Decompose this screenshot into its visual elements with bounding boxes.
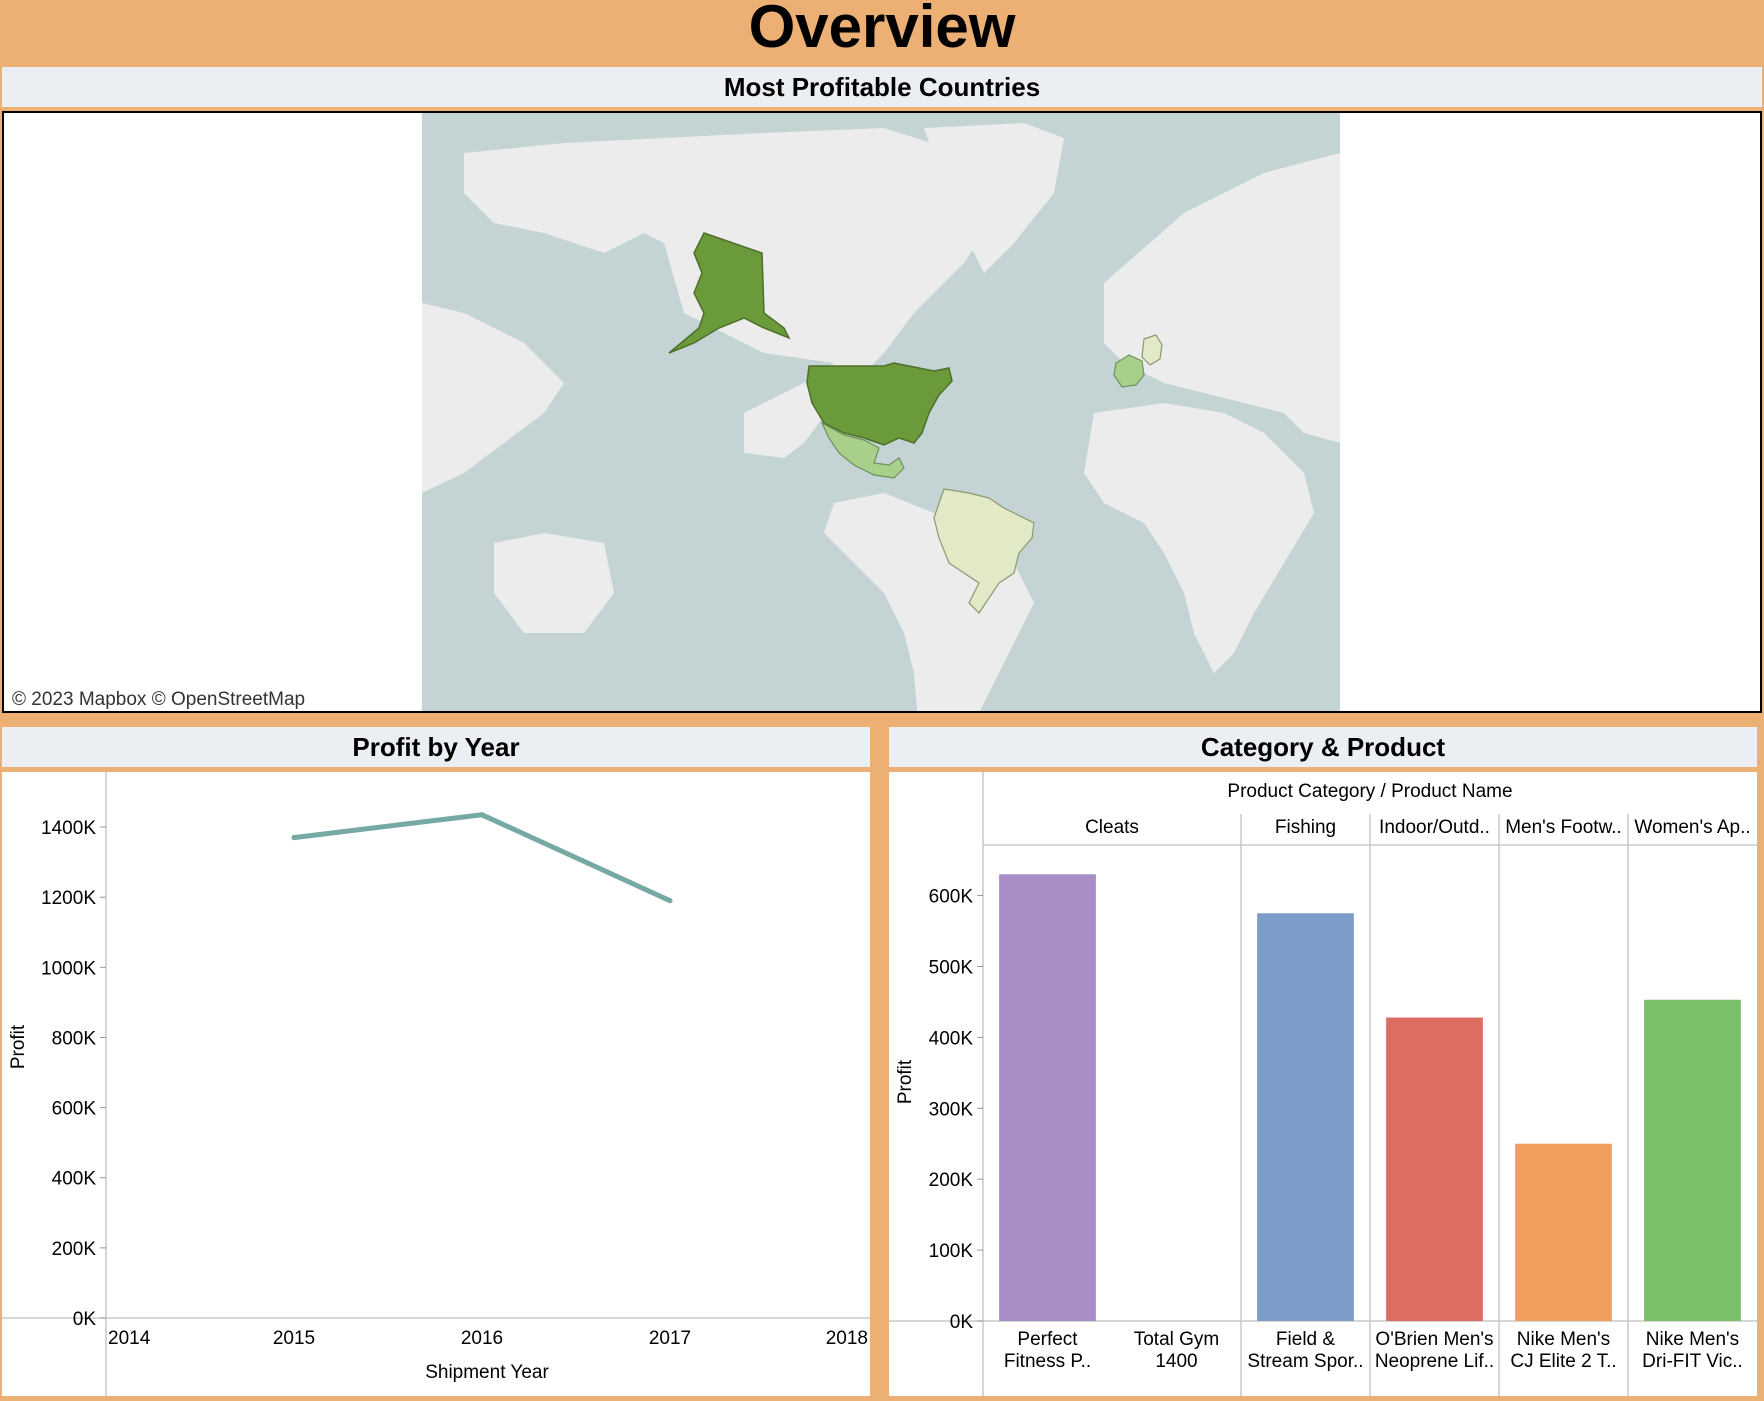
chart-header: Product Category / Product Name xyxy=(1227,781,1512,802)
profit-panel-header: Profit by Year xyxy=(2,727,870,767)
category-header-1: Fishing xyxy=(1275,817,1336,838)
product-label: 1400 xyxy=(1155,1351,1197,1372)
product-label: Field & xyxy=(1276,1329,1335,1350)
bar-0-0 xyxy=(999,874,1096,1321)
profit-panel[interactable]: 0K 200K 400K 600K 800K 1000K 1200K 1400K 2014 201… xyxy=(2,772,870,1396)
y-axis-title: Profit xyxy=(8,1024,29,1069)
country-germany[interactable] xyxy=(1141,334,1163,366)
country-france[interactable] xyxy=(1113,354,1145,388)
product-label: Fitness P.. xyxy=(1004,1351,1091,1372)
x-axis-title: Shipment Year xyxy=(425,1362,549,1383)
bar-4-0 xyxy=(1644,999,1741,1321)
data-point-2017 xyxy=(667,898,673,904)
y-tick-label: 100K xyxy=(929,1241,974,1262)
data-point-2016 xyxy=(479,812,485,818)
category-bar-chart[interactable]: Product Category / Product Name 0K 100K 200… xyxy=(889,772,1757,1396)
y-tick-label: 1400K xyxy=(41,818,96,839)
y-tick-label: 1000K xyxy=(41,958,96,979)
y-tick-label: 600K xyxy=(52,1099,97,1120)
category-panel-header: Category & Product xyxy=(889,727,1757,767)
map-panel-header: Most Profitable Countries xyxy=(2,67,1762,107)
category-panel[interactable]: Product Category / Product Name 0K 100K 200… xyxy=(889,772,1757,1396)
bar-2-0 xyxy=(1386,1017,1483,1321)
dashboard-title: Overview xyxy=(748,0,1016,60)
land-greenland xyxy=(924,123,1064,273)
country-alaska[interactable] xyxy=(668,232,791,354)
product-label: Nike Men's xyxy=(1646,1329,1739,1350)
map-attribution: © 2023 Mapbox © OpenStreetMap xyxy=(12,689,305,710)
map-attribution-bg xyxy=(7,688,303,710)
y-tick-label: 400K xyxy=(929,1028,974,1049)
land-africa xyxy=(1084,403,1314,673)
profit-series-line xyxy=(291,812,673,904)
land-asia-left xyxy=(422,303,564,493)
country-united-states[interactable] xyxy=(806,362,953,446)
y-tick-label: 200K xyxy=(929,1170,974,1191)
land-eurasia xyxy=(1104,153,1340,443)
product-label: Perfect xyxy=(1017,1329,1078,1350)
category-header-3: Men's Footw.. xyxy=(1505,817,1622,838)
category-header-4: Women's Ap.. xyxy=(1634,817,1750,838)
bar-1-0 xyxy=(1257,913,1354,1321)
x-tick-label: 2016 xyxy=(461,1328,503,1349)
product-label: O'Brien Men's xyxy=(1375,1329,1493,1350)
y-tick-label: 0K xyxy=(73,1309,97,1330)
x-tick-label: 2017 xyxy=(649,1328,691,1349)
map-panel[interactable]: © 2023 Mapbox © OpenStreetMap xyxy=(2,111,1762,773)
y-tick-label: 0K xyxy=(950,1312,974,1333)
category-header-2: Indoor/Outd.. xyxy=(1379,817,1490,838)
x-tick-label: 2014 xyxy=(108,1328,151,1349)
product-label: Neoprene Lif.. xyxy=(1375,1351,1494,1372)
y-tick-label: 1200K xyxy=(41,888,96,909)
profit-panel-title: Profit by Year xyxy=(352,732,520,762)
y-tick-label: 300K xyxy=(929,1099,974,1120)
x-tick-label: 2018 xyxy=(826,1328,868,1349)
data-point-2015 xyxy=(291,835,297,841)
y-tick-label: 500K xyxy=(929,957,974,978)
bar-3-0 xyxy=(1515,1143,1612,1321)
category-header-0: Cleats xyxy=(1085,817,1139,838)
world-map[interactable]: © 2023 Mapbox © OpenStreetMap xyxy=(4,113,1760,773)
x-tick-label: 2015 xyxy=(273,1328,315,1349)
y-axis-title: Profit xyxy=(895,1059,916,1104)
country-mexico[interactable] xyxy=(820,421,905,479)
y-tick-label: 600K xyxy=(929,887,974,908)
y-tick-label: 400K xyxy=(52,1169,97,1190)
country-brazil[interactable] xyxy=(933,488,1035,614)
product-label: Stream Spor.. xyxy=(1247,1351,1363,1372)
land-australia xyxy=(494,533,614,633)
map-panel-title: Most Profitable Countries xyxy=(723,72,1041,102)
profit-line-chart[interactable]: 0K 200K 400K 600K 800K 1000K 1200K 1400K 2014 201… xyxy=(2,772,870,1396)
product-label: CJ Elite 2 T.. xyxy=(1510,1351,1616,1372)
y-tick-label: 800K xyxy=(52,1028,97,1049)
product-label: Dri-FIT Vic.. xyxy=(1642,1351,1743,1372)
y-tick-label: 200K xyxy=(52,1239,97,1260)
category-panel-title: Category & Product xyxy=(1200,732,1446,762)
product-label: Total Gym xyxy=(1134,1329,1220,1350)
product-label: Nike Men's xyxy=(1517,1329,1610,1350)
